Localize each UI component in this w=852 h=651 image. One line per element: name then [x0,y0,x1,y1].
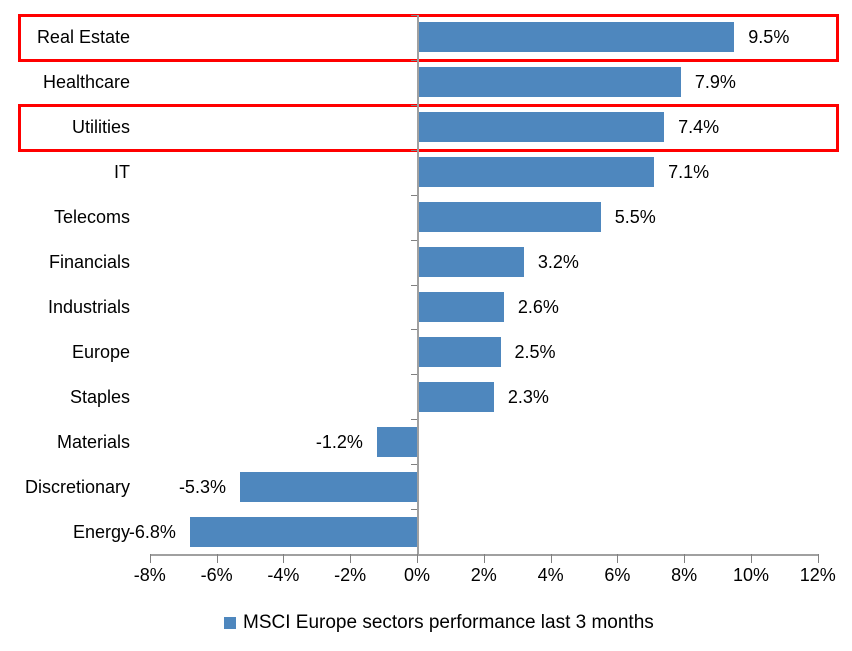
category-label: Materials [56,431,130,452]
category-label: Financials [48,252,130,273]
value-label: -5.3% [178,476,226,497]
bar [417,381,494,412]
x-axis-tick [149,554,151,563]
category-axis-line [417,15,419,554]
x-axis-tick-label: 8% [671,565,698,585]
highlight-box [18,14,839,62]
bar [417,22,735,53]
category-tick [411,509,417,511]
value-label: 7.1% [668,162,710,183]
x-axis-tick [283,554,285,563]
category-tick [411,419,417,421]
x-axis-tick-label: 10% [732,565,770,585]
value-label: 9.5% [748,27,790,48]
category-label: Telecoms [53,207,130,228]
category-label: Real Estate [36,27,130,48]
category-label: Industrials [47,296,130,317]
x-axis-tick [216,554,218,563]
x-axis-tick-label: 12% [799,565,836,585]
value-label: 2.5% [514,341,556,362]
category-label: Energy [72,521,130,542]
category-label: Staples [69,386,130,407]
value-label: 7.9% [694,72,736,93]
category-tick [411,284,417,286]
x-axis-tick [751,554,752,563]
x-axis-tick-label: 4% [537,565,564,585]
category-label: Discretionary [24,476,130,497]
x-axis-tick [483,554,485,563]
x-axis-tick [684,554,686,563]
x-axis-tick-label: -2% [334,565,367,585]
highlight-box [18,103,839,152]
x-axis-tick-label: -6% [200,565,233,585]
x-axis-tick-label: -8% [133,565,166,585]
x-axis-tick [417,554,418,563]
bar [417,157,655,188]
bar [376,426,417,457]
value-label: 2.6% [517,296,559,317]
category-tick [411,15,417,16]
x-axis-tick [617,554,619,563]
x-axis-tick-label: 6% [604,565,631,585]
x-axis-tick-label: 0% [403,565,430,585]
category-tick [411,194,417,196]
bar [417,336,501,367]
category-tick [411,104,417,106]
value-label: -1.2% [315,431,363,452]
bar [417,291,504,322]
x-axis-tick [350,554,352,563]
category-label: IT [114,162,130,183]
category-tick [411,464,417,466]
x-axis-tick-label: -4% [267,565,300,585]
category-tick [411,374,417,376]
legend-label: MSCI Europe sectors performance last 3 m… [243,612,654,633]
value-label: 3.2% [537,252,579,273]
value-label: 2.3% [507,386,549,407]
category-label: Utilities [71,117,130,138]
category-tick [411,239,417,241]
value-label: -6.8% [128,521,176,542]
category-tick [411,149,417,151]
bar [417,247,524,278]
category-label: Healthcare [42,72,130,93]
legend-marker-icon [224,617,236,629]
legend: MSCI Europe sectors performance last 3 m… [224,611,654,635]
x-axis-tick [817,554,819,563]
bar [417,202,601,233]
x-axis-tick-label: 2% [470,565,497,585]
bar [189,516,417,547]
x-axis-tick [550,554,552,563]
bar [417,67,681,98]
value-label: 5.5% [614,207,656,228]
bar [239,471,417,502]
category-label: Europe [71,341,130,362]
value-label: 7.4% [678,117,720,138]
category-tick [411,59,417,61]
bar [417,112,665,143]
category-tick [411,329,417,331]
